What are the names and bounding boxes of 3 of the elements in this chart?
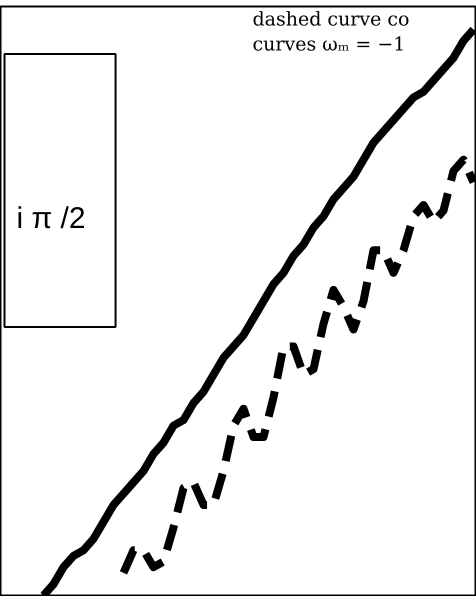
annotation: dashed curve co	[252, 8, 410, 30]
annotation: i π /2	[16, 202, 86, 235]
annotation: curves ωₘ = −1	[252, 34, 406, 56]
